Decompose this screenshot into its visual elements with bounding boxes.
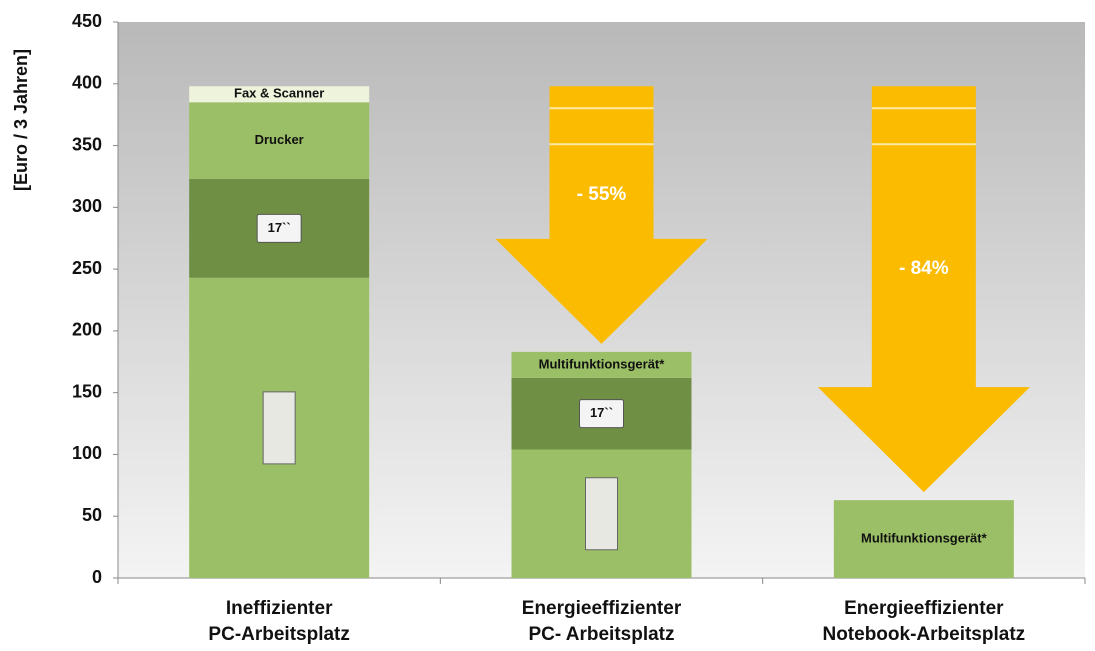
chart: [Euro / 3 Jahren] 0 50 100 150 200 250 300 350 4… [0,0,1095,651]
segment-label: Drucker [255,132,304,147]
segment-label: 17`` [268,220,291,235]
y-tick-label: 200 [72,320,102,340]
pc-icon [586,478,618,550]
page: [Euro / 3 Jahren] 0 50 100 150 200 250 300 350 4… [0,0,1095,651]
x-tick-label: Energieeffizienter Notebook-Arbeitsplatz [774,596,1074,648]
y-axis-label: [Euro / 3 Jahren] [11,49,31,191]
y-tick-label: 300 [72,196,102,216]
x-tick-label: Ineffizienter PC-Arbeitsplatz [129,596,429,648]
y-tick-label: 100 [72,443,102,463]
segment-label: Fax & Scanner [234,86,324,101]
annotation: - 84% [899,258,949,279]
y-tick-label: 450 [72,11,102,31]
y-tick-label: 50 [82,505,102,525]
pc-icon [263,392,295,464]
segment-label: Multifunktionsgerät* [539,356,666,371]
y-tick-label: 0 [92,567,102,587]
y-tick-label: 350 [72,134,102,154]
y-tick-label: 400 [72,73,102,93]
segment-label: Multifunktionsgerät* [861,531,988,546]
y-tick-label: 250 [72,258,102,278]
segment-label: 17`` [590,405,613,420]
y-tick-label: 150 [72,381,102,401]
annotation: - 55% [577,184,627,205]
x-tick-label: Energieeffizienter PC- Arbeitsplatz [452,596,752,648]
